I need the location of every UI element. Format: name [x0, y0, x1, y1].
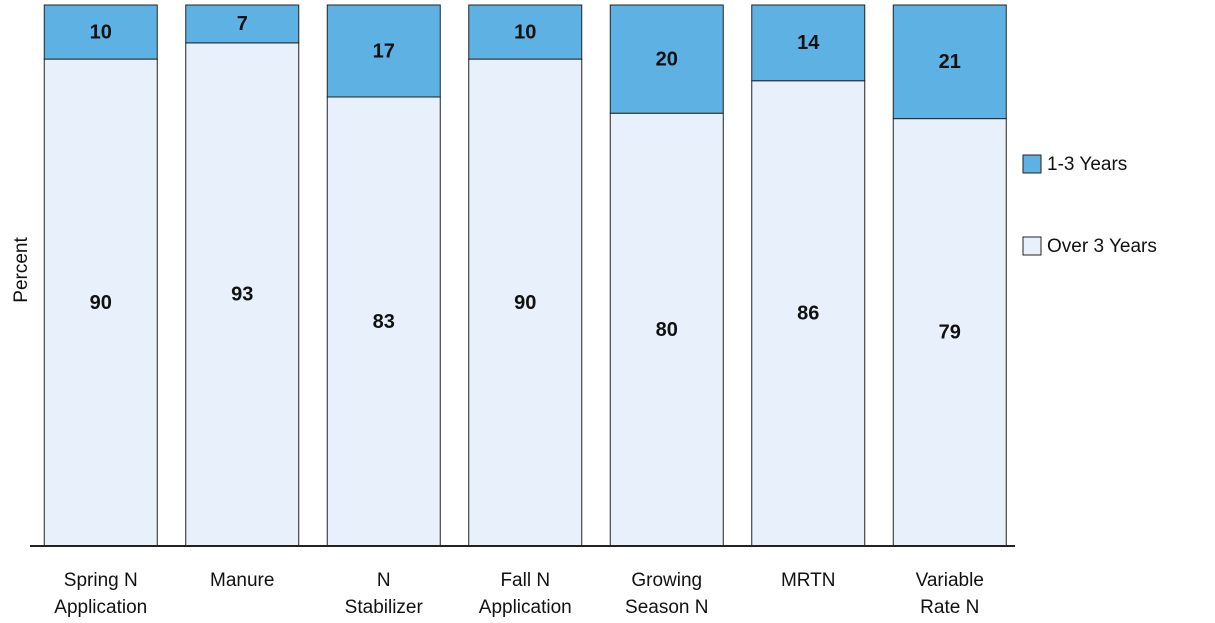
value-label: 90	[514, 292, 536, 314]
bar-segment	[326, 96, 441, 547]
legend-swatch	[1022, 154, 1042, 174]
x-tick-label-line: MRTN	[781, 570, 836, 591]
value-label: 7	[237, 13, 248, 35]
value-label: 93	[231, 284, 253, 306]
bar-segment	[43, 58, 158, 547]
legend-label: Over 3 Years	[1047, 236, 1157, 257]
value-label: 20	[656, 48, 678, 70]
x-tick-label: MRTN	[781, 570, 836, 591]
x-tick-label-line: Application	[479, 597, 572, 618]
bar-segment	[892, 4, 1007, 120]
x-tick-label-line: Spring N	[64, 570, 138, 591]
legend-label: 1-3 Years	[1047, 154, 1127, 175]
value-label: 83	[373, 311, 395, 333]
bar-segment	[892, 118, 1007, 547]
bar-segment	[43, 4, 158, 60]
value-label: 80	[656, 319, 678, 341]
bar-segment	[751, 4, 866, 82]
bar-segment	[468, 58, 583, 547]
bar-segment	[326, 4, 441, 98]
value-label: 10	[90, 21, 112, 43]
bar-segment	[751, 80, 866, 547]
x-tick-label-line: Stabilizer	[345, 597, 424, 618]
x-tick-label-line: Rate N	[920, 597, 979, 618]
x-tick-label-line: Variable	[916, 570, 984, 591]
legend-swatch	[1022, 236, 1042, 256]
value-label: 17	[373, 40, 395, 62]
x-tick-label: Growing Season N	[625, 570, 708, 618]
value-label: 10	[514, 21, 536, 43]
bar-segment	[609, 4, 724, 114]
x-tick-label: Variable Rate N	[916, 570, 984, 618]
x-tick-label: Manure	[210, 570, 274, 591]
bar-segment	[185, 4, 300, 44]
value-label: 21	[939, 51, 961, 73]
value-label: 14	[797, 32, 820, 54]
x-tick-label: N Stabilizer	[345, 570, 424, 618]
x-tick-label: Fall N Application	[479, 570, 572, 618]
value-label: 90	[90, 292, 112, 314]
x-tick-label-line: Growing	[631, 570, 702, 591]
bar-segment	[468, 4, 583, 60]
x-tick-label-line: Season N	[625, 597, 708, 618]
x-tick-label-line: Application	[54, 597, 147, 618]
x-tick-label-line: N	[377, 570, 391, 591]
value-label: 79	[939, 322, 961, 344]
x-tick-label-line: Manure	[210, 570, 274, 591]
value-label: 86	[797, 303, 819, 325]
x-tick-label-line: Fall N	[500, 570, 550, 591]
x-tick-label: Spring N Application	[54, 570, 147, 618]
y-axis-label: Percent	[11, 237, 32, 303]
